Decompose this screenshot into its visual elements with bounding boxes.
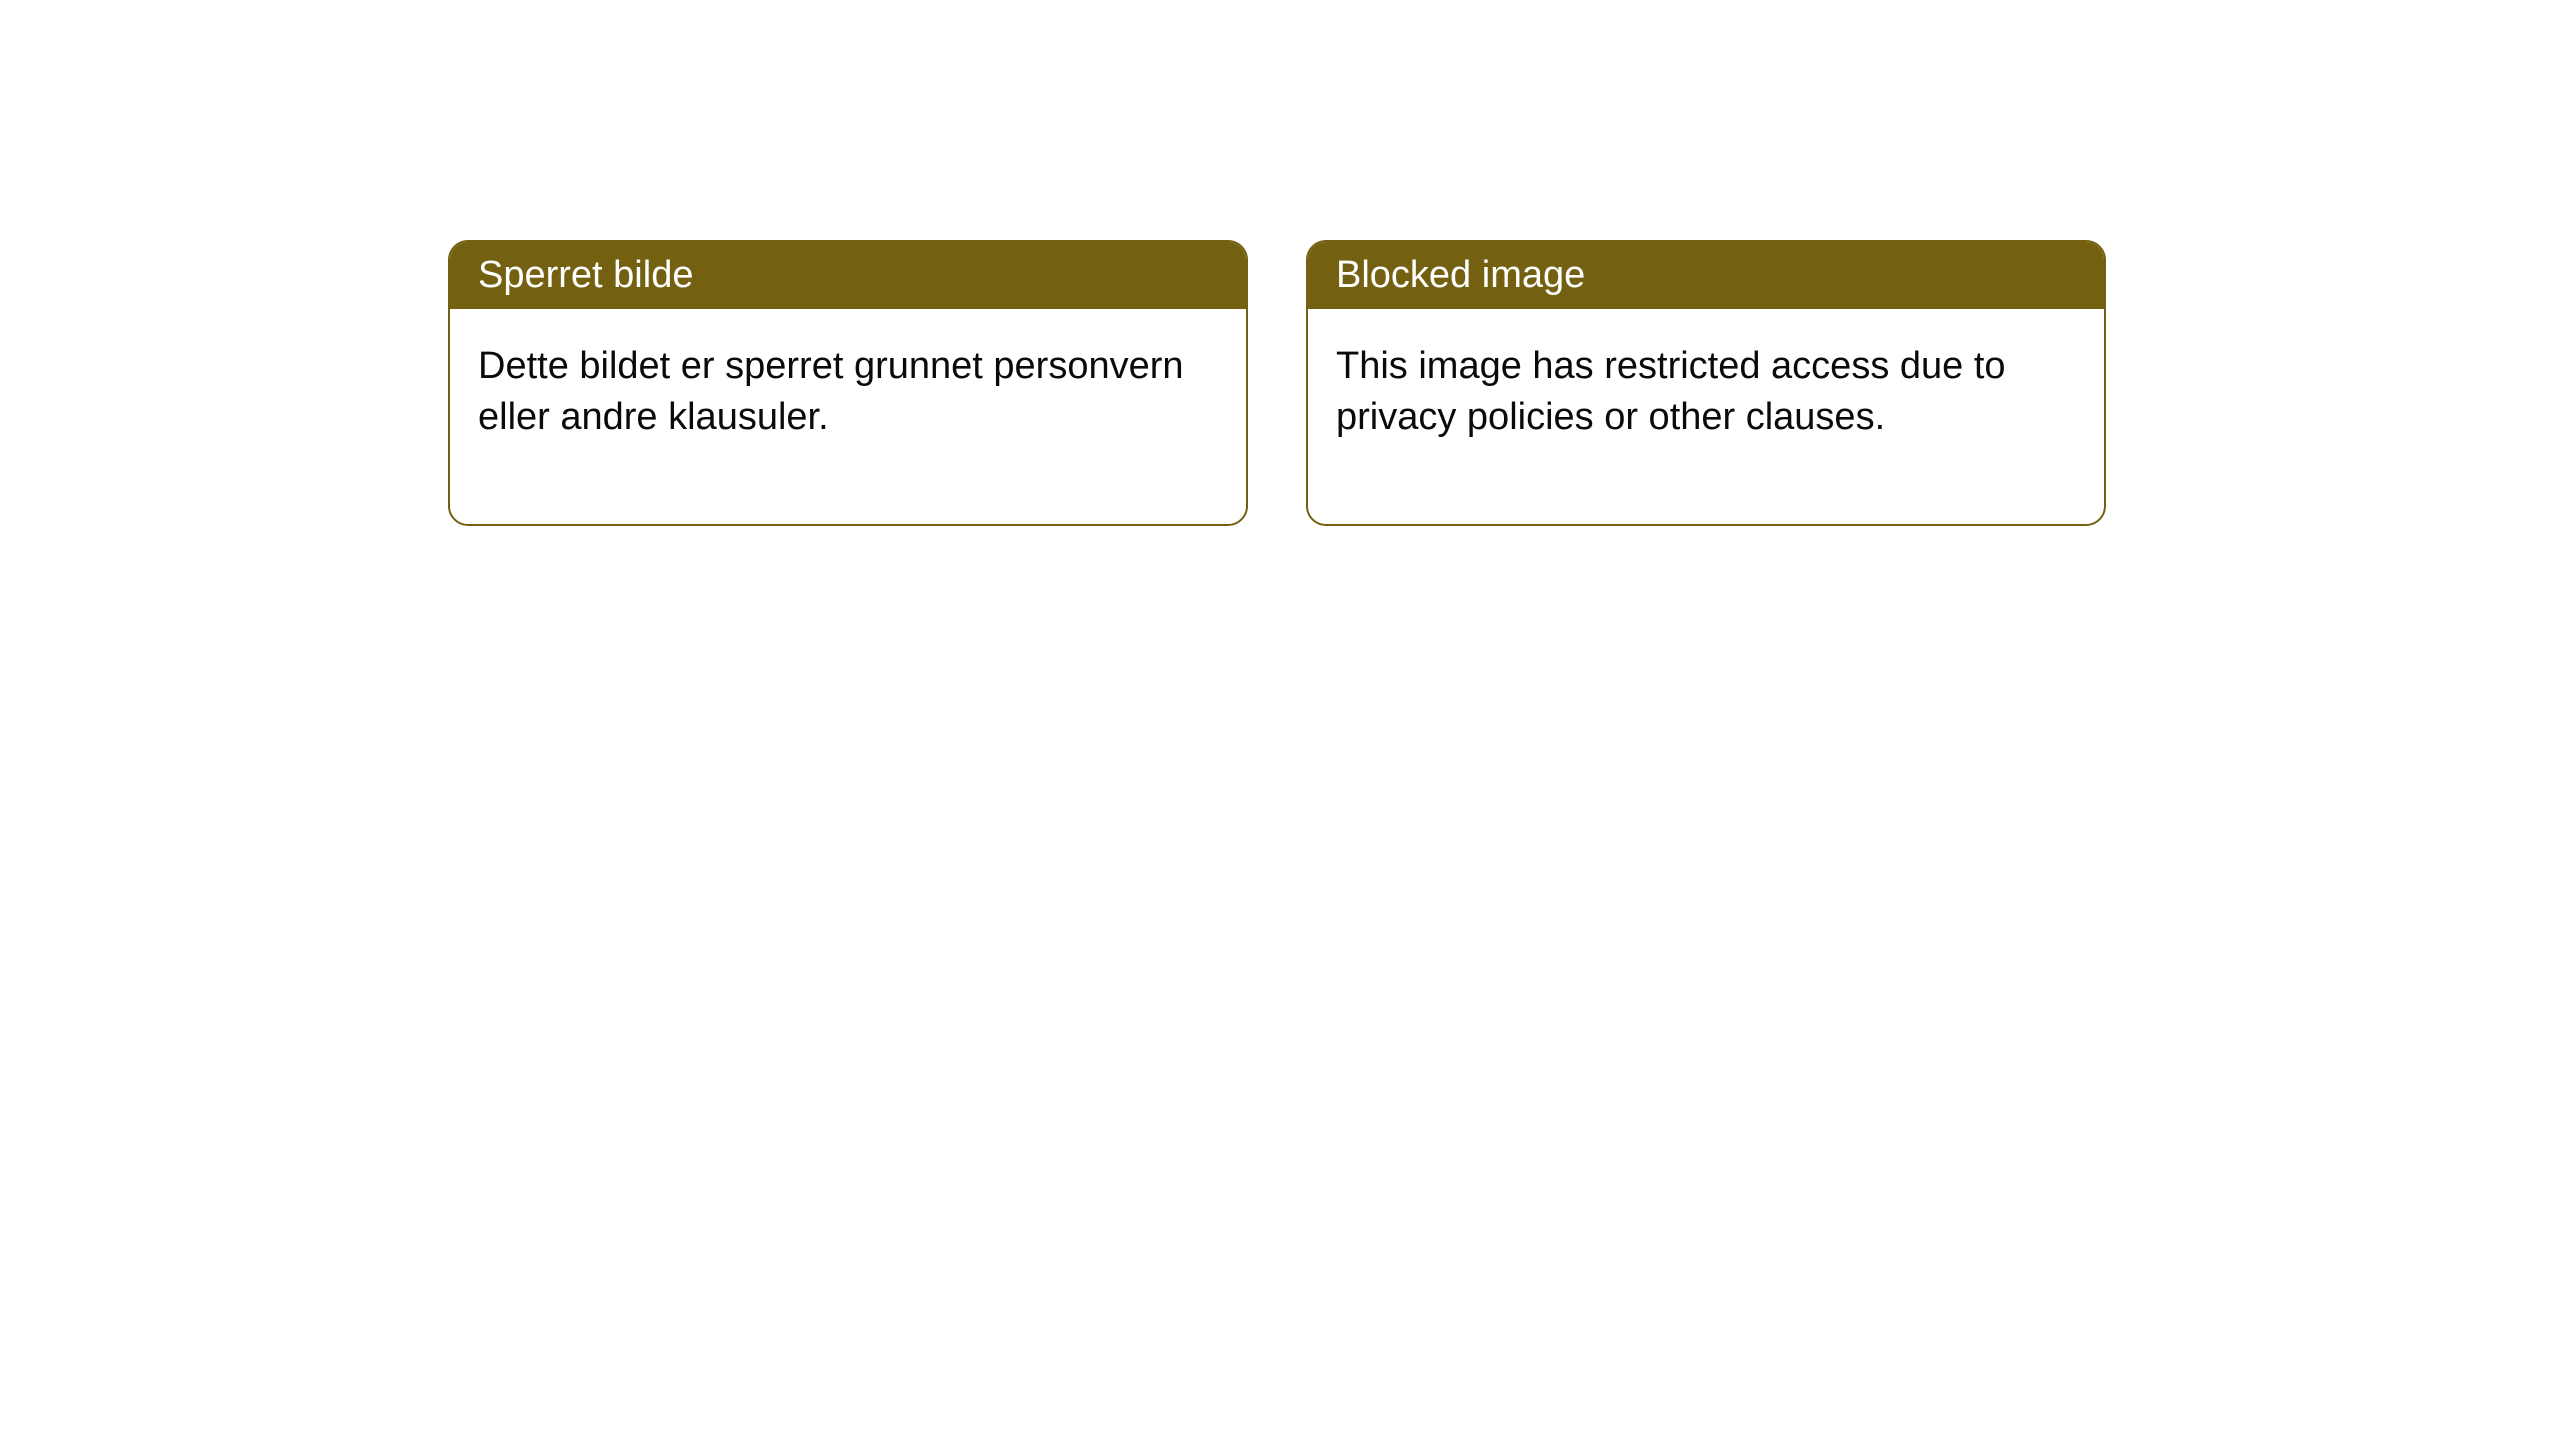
notice-body: This image has restricted access due to … bbox=[1308, 309, 2104, 524]
notice-body: Dette bildet er sperret grunnet personve… bbox=[450, 309, 1246, 524]
notice-box-norwegian: Sperret bilde Dette bildet er sperret gr… bbox=[448, 240, 1248, 526]
notice-container: Sperret bilde Dette bildet er sperret gr… bbox=[448, 240, 2106, 526]
notice-header: Sperret bilde bbox=[450, 242, 1246, 309]
notice-box-english: Blocked image This image has restricted … bbox=[1306, 240, 2106, 526]
notice-header: Blocked image bbox=[1308, 242, 2104, 309]
